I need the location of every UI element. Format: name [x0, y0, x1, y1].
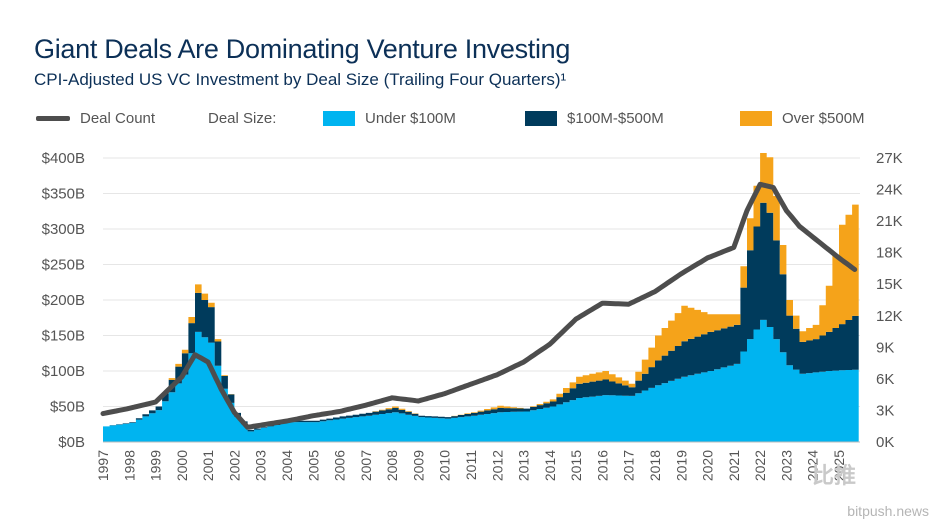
x-tick-label: 2013: [516, 450, 532, 481]
legend-label-deal-size: Deal Size:: [208, 109, 277, 127]
x-tick-label: 2018: [647, 450, 663, 481]
x-tick-label: 1999: [148, 450, 164, 481]
y-tick-label-right: 3K: [876, 402, 894, 419]
x-tick-label: 2014: [542, 450, 558, 481]
x-tick-label: 2016: [594, 450, 610, 481]
x-tick-label: 2007: [358, 450, 374, 481]
legend-label-mid: $100M-$500M: [567, 109, 664, 127]
legend-swatch-over: [740, 110, 772, 126]
legend-line-swatch: [36, 115, 70, 121]
x-tick-label: 2017: [621, 450, 637, 481]
legend-item-mid: $100M-$500M: [525, 108, 664, 128]
legend-swatch-under: [323, 110, 355, 126]
x-tick-label: 2023: [778, 450, 794, 481]
y-tick-label-left: $100B: [42, 363, 85, 380]
area-series-under-100m: [103, 319, 859, 442]
chart-title: Giant Deals Are Dominating Venture Inves…: [34, 34, 571, 64]
y-tick-label-left: $200B: [42, 292, 85, 309]
x-tick-label: 2025: [831, 450, 847, 481]
watermark-brand: bitpush.news: [847, 503, 929, 519]
y-tick-label-left: $350B: [42, 186, 85, 203]
y-tick-label-left: $300B: [42, 221, 85, 238]
watermark-cn: 比推: [812, 463, 857, 488]
x-tick-label: 2021: [726, 450, 742, 481]
x-tick-label: 1998: [121, 450, 137, 481]
x-tick-label: 2005: [305, 450, 321, 481]
legend-deal-size-label: Deal Size:: [208, 108, 276, 128]
x-tick-label: 2002: [226, 450, 242, 481]
legend-label-over: Over $500M: [782, 109, 865, 127]
legend-item-under: Under $100M: [323, 108, 456, 128]
x-tick-label: 2015: [568, 450, 584, 481]
y-tick-label-left: $250B: [42, 257, 85, 274]
x-tick-label: 2024: [805, 450, 821, 481]
x-tick-label: 2003: [253, 450, 269, 481]
area-series-100m-500m: [103, 202, 859, 432]
x-tick-label: 2001: [200, 450, 216, 481]
x-tick-label: 1997: [95, 450, 111, 481]
legend-swatch-mid: [525, 110, 557, 126]
chart-subtitle: CPI-Adjusted US VC Investment by Deal Si…: [34, 70, 567, 89]
x-tick-label: 2012: [489, 450, 505, 481]
x-tick-label: 2011: [463, 450, 479, 480]
y-tick-label-left: $400B: [42, 150, 85, 167]
legend-item-deal-count: Deal Count: [36, 108, 155, 128]
x-tick-label: 2010: [437, 450, 453, 481]
y-tick-label-left: $0B: [58, 434, 85, 451]
x-tick-label: 2000: [174, 450, 190, 481]
y-tick-label-left: $150B: [42, 328, 85, 345]
x-tick-label: 2008: [384, 450, 400, 481]
x-tick-label: 2019: [673, 450, 689, 481]
x-tick-label: 2009: [410, 450, 426, 481]
y-tick-label-right: 6K: [876, 371, 894, 388]
legend-label-under: Under $100M: [365, 109, 456, 127]
y-tick-label-right: 12K: [876, 308, 903, 325]
y-tick-label-right: 9K: [876, 339, 894, 356]
y-tick-label-right: 24K: [876, 182, 903, 199]
x-tick-label: 2022: [752, 450, 768, 481]
y-tick-label-right: 18K: [876, 245, 903, 262]
y-tick-label-right: 0K: [876, 434, 894, 451]
legend-item-over: Over $500M: [740, 108, 865, 128]
y-tick-label-right: 21K: [876, 213, 903, 230]
y-tick-label-right: 27K: [876, 150, 903, 167]
x-tick-label: 2006: [332, 450, 348, 481]
legend-label-deal-count: Deal Count: [80, 109, 156, 127]
y-tick-label-right: 15K: [876, 276, 903, 293]
y-tick-label-left: $50B: [50, 399, 85, 416]
line-series-deal-count: [100, 181, 858, 430]
x-tick-label: 2020: [700, 450, 716, 481]
x-tick-label: 2004: [279, 450, 295, 481]
